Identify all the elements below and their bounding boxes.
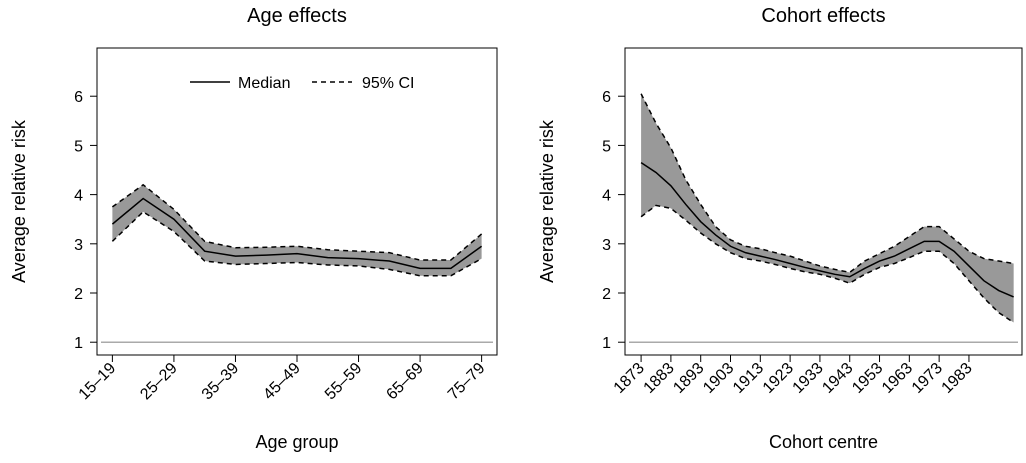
median-line <box>640 162 1014 298</box>
y-tick-label: 5 <box>74 138 83 155</box>
y-tick-label: 1 <box>74 335 83 352</box>
y-axis-label: Average relative risk <box>537 119 557 283</box>
y-tick-label: 2 <box>74 286 83 303</box>
x-tick-label: 1903 <box>700 360 737 397</box>
y-tick-label: 5 <box>602 138 611 155</box>
x-tick-label: 65–69 <box>383 360 427 404</box>
ci-upper <box>640 93 1014 274</box>
ci-lower <box>640 204 1015 324</box>
x-axis-label: Age group <box>255 432 338 452</box>
x-tick-label: 75–79 <box>445 360 489 404</box>
x-tick-label: 35–39 <box>199 360 243 404</box>
x-tick-label: 1973 <box>909 360 946 397</box>
chart-title: Age effects <box>247 5 347 27</box>
ci-band <box>641 93 1014 323</box>
plot-frame <box>96 47 498 356</box>
x-tick-label: 15–19 <box>76 360 120 404</box>
x-axis-label: Cohort centre <box>769 432 878 452</box>
x-tick-label: 1983 <box>939 360 976 397</box>
x-tick-label: 1963 <box>879 360 916 397</box>
x-tick-label: 1943 <box>819 360 856 397</box>
x-tick-label: 1893 <box>670 360 707 397</box>
x-tick-label: 55–59 <box>322 360 366 404</box>
x-tick-label: 1923 <box>760 360 797 397</box>
chart-title: Cohort effects <box>761 5 885 27</box>
median-line <box>111 197 483 270</box>
y-tick-label: 4 <box>602 188 611 205</box>
y-tick-label: 3 <box>602 237 611 254</box>
x-tick-label: 1883 <box>641 360 678 397</box>
x-tick-label: 1933 <box>790 360 827 397</box>
y-tick-label: 6 <box>74 89 83 106</box>
legend-label: Median <box>238 75 290 92</box>
y-tick-label: 1 <box>602 335 611 352</box>
x-tick-label: 1873 <box>611 360 648 397</box>
legend-label: 95% CI <box>362 75 414 92</box>
y-axis-label: Average relative risk <box>9 119 29 283</box>
x-tick-label: 1953 <box>849 360 886 397</box>
plot-frame <box>624 47 1023 356</box>
x-tick-label: 45–49 <box>260 360 304 404</box>
y-tick-label: 2 <box>602 286 611 303</box>
y-tick-label: 3 <box>74 237 83 254</box>
x-tick-label: 25–29 <box>137 360 181 404</box>
y-tick-label: 4 <box>74 188 83 205</box>
ci-band <box>112 184 482 276</box>
y-tick-label: 6 <box>602 89 611 106</box>
x-tick-label: 1913 <box>730 360 767 397</box>
